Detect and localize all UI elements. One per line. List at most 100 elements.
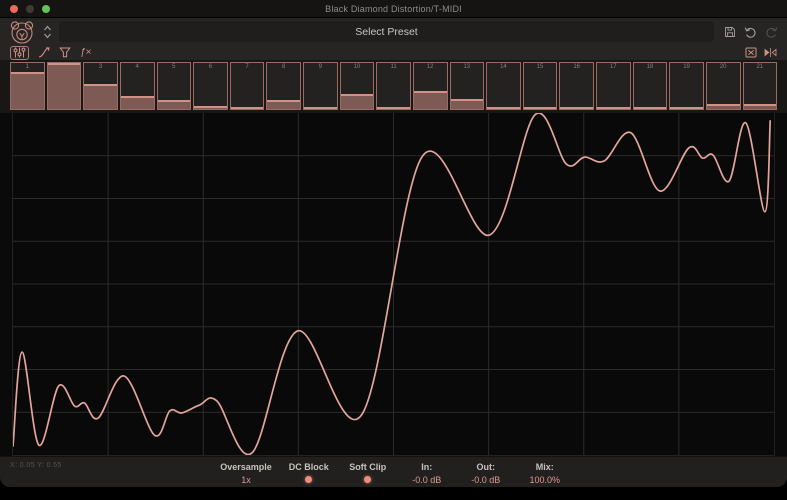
harmonic-slider-19[interactable]: 19	[669, 62, 704, 110]
preset-chevron-icon[interactable]	[41, 23, 53, 41]
harmonic-number: 4	[135, 64, 139, 70]
harmonic-slider-8[interactable]: 8	[266, 62, 301, 110]
harmonic-fill	[450, 98, 484, 109]
footer-bar: X: 0.05 Y: 0.55 Oversample 1x DC Block Soft…	[0, 456, 787, 487]
harmonics-tool-button[interactable]	[10, 45, 29, 60]
harmonic-number: 20	[719, 64, 727, 70]
waveform-display[interactable]	[12, 113, 775, 456]
harmonic-slider-12[interactable]: 12	[412, 62, 448, 110]
preset-selector[interactable]: Select Preset	[59, 21, 714, 42]
redo-icon[interactable]	[765, 26, 778, 38]
harmonic-fill	[670, 106, 703, 109]
harmonic-fill	[633, 106, 667, 109]
footer-label: Oversample	[220, 462, 272, 472]
toolbar-right	[745, 46, 777, 60]
harmonic-slider-10[interactable]: 10	[339, 62, 375, 110]
cursor-coordinate-readout: X: 0.05 Y: 0.55	[10, 462, 62, 469]
harmonic-fill	[597, 107, 630, 109]
harmonic-slider-17[interactable]: 17	[596, 62, 631, 110]
close-button[interactable]	[10, 4, 18, 13]
harmonic-fill	[304, 106, 337, 109]
toggle-dot[interactable]	[364, 476, 372, 483]
harmonic-slider-16[interactable]: 16	[559, 62, 594, 110]
harmonic-number: 1	[25, 64, 29, 70]
footer-label: DC Block	[288, 462, 329, 472]
minimize-button[interactable]	[26, 4, 34, 13]
harmonic-slider-20[interactable]: 20	[705, 62, 741, 110]
randomize-icon[interactable]	[745, 46, 757, 60]
footer-group-mix: Mix: 100.0%	[523, 462, 567, 485]
preset-selector-label: Select Preset	[355, 25, 418, 38]
toggle-dot[interactable]	[305, 476, 313, 483]
harmonic-number: 6	[208, 64, 213, 70]
harmonic-number: 11	[390, 64, 397, 70]
harmonic-slider-4[interactable]: 4	[119, 62, 155, 110]
harmonic-slider-11[interactable]: 11	[376, 62, 411, 110]
footer-group-out: Out: -0.0 dB	[464, 462, 508, 485]
harmonic-fill	[560, 107, 593, 109]
harmonic-fill	[47, 63, 81, 109]
footer-value[interactable]: 1x	[241, 475, 251, 485]
harmonic-slider-15[interactable]: 15	[522, 62, 558, 110]
harmonic-fill	[706, 103, 740, 109]
harmonic-slider-9[interactable]: 9	[303, 62, 338, 110]
harmonic-slider-1[interactable]: 1	[10, 62, 45, 110]
harmonic-number: 21	[756, 64, 764, 70]
window-title: Black Diamond Distortion/T-MIDI	[325, 3, 462, 14]
harmonic-number: 8	[282, 64, 286, 70]
harmonic-slider-5[interactable]: 5	[156, 62, 192, 110]
harmonic-number: 17	[609, 64, 617, 70]
footer-value[interactable]: -0.0 dB	[412, 475, 442, 485]
harmonic-number: 16	[573, 64, 581, 70]
clip-tool-button[interactable]	[59, 46, 71, 60]
desktop-background	[0, 487, 787, 500]
harmonic-slider-14[interactable]: 14	[486, 62, 521, 110]
harmonic-fill	[194, 105, 227, 109]
harmonic-number: 12	[426, 64, 434, 70]
harmonic-fill	[487, 106, 520, 109]
harmonic-number: 10	[353, 64, 361, 70]
harmonic-fill	[267, 99, 300, 109]
harmonic-fill	[340, 93, 374, 109]
harmonic-fill	[157, 99, 191, 109]
footer-value[interactable]: -0.0 dB	[471, 475, 501, 485]
harmonic-slider-3[interactable]: 3	[83, 62, 118, 110]
footer-value[interactable]: 100.0%	[529, 475, 561, 485]
mirror-icon[interactable]	[764, 46, 777, 60]
harmonic-slider-18[interactable]: 18	[632, 62, 668, 110]
titlebar: Black Diamond Distortion/T-MIDI	[0, 0, 787, 18]
harmonic-fill	[523, 107, 557, 109]
undo-icon[interactable]	[744, 26, 757, 38]
harmonic-number: 14	[500, 64, 507, 70]
grid-lines	[13, 113, 774, 455]
harmonic-number: 13	[463, 64, 471, 70]
harmonic-slider-2[interactable]: 2	[46, 62, 82, 110]
harmonic-number: 3	[98, 64, 103, 70]
harmonic-fill	[230, 106, 264, 109]
harmonic-slider-21[interactable]: 21	[742, 62, 778, 110]
harmonic-slider-7[interactable]: 7	[229, 62, 265, 110]
harmonic-fill	[11, 72, 44, 109]
harmonic-fill	[413, 90, 447, 109]
harmonic-number: 15	[536, 64, 544, 70]
harmonic-number: 9	[318, 64, 322, 70]
footer-group-oversample: Oversample 1x	[220, 462, 272, 485]
harmonics-row: 123456789101112131415161718192021	[0, 60, 787, 113]
harmonic-slider-6[interactable]: 6	[193, 62, 228, 110]
fx-icon: ƒ×	[80, 46, 92, 58]
plugin-window: Black Diamond Distortion/T-MIDI Select P…	[0, 0, 787, 487]
footer-label: Mix:	[535, 462, 554, 472]
zoom-button[interactable]	[42, 4, 50, 13]
fx-tool-button[interactable]: ƒ×	[80, 46, 91, 60]
harmonic-number: 5	[172, 64, 176, 70]
footer-group-soft-clip: Soft Clip	[346, 462, 390, 483]
harmonic-fill	[377, 106, 410, 109]
harmonic-number: 19	[683, 64, 690, 70]
save-icon[interactable]	[724, 26, 736, 38]
header-bar: Select Preset	[0, 18, 787, 45]
harmonic-number: 7	[245, 64, 249, 70]
footer-label: Soft Clip	[349, 462, 387, 472]
harmonic-slider-13[interactable]: 13	[449, 62, 485, 110]
bear-logo-icon	[9, 19, 35, 45]
curve-tool-button[interactable]	[38, 46, 50, 60]
